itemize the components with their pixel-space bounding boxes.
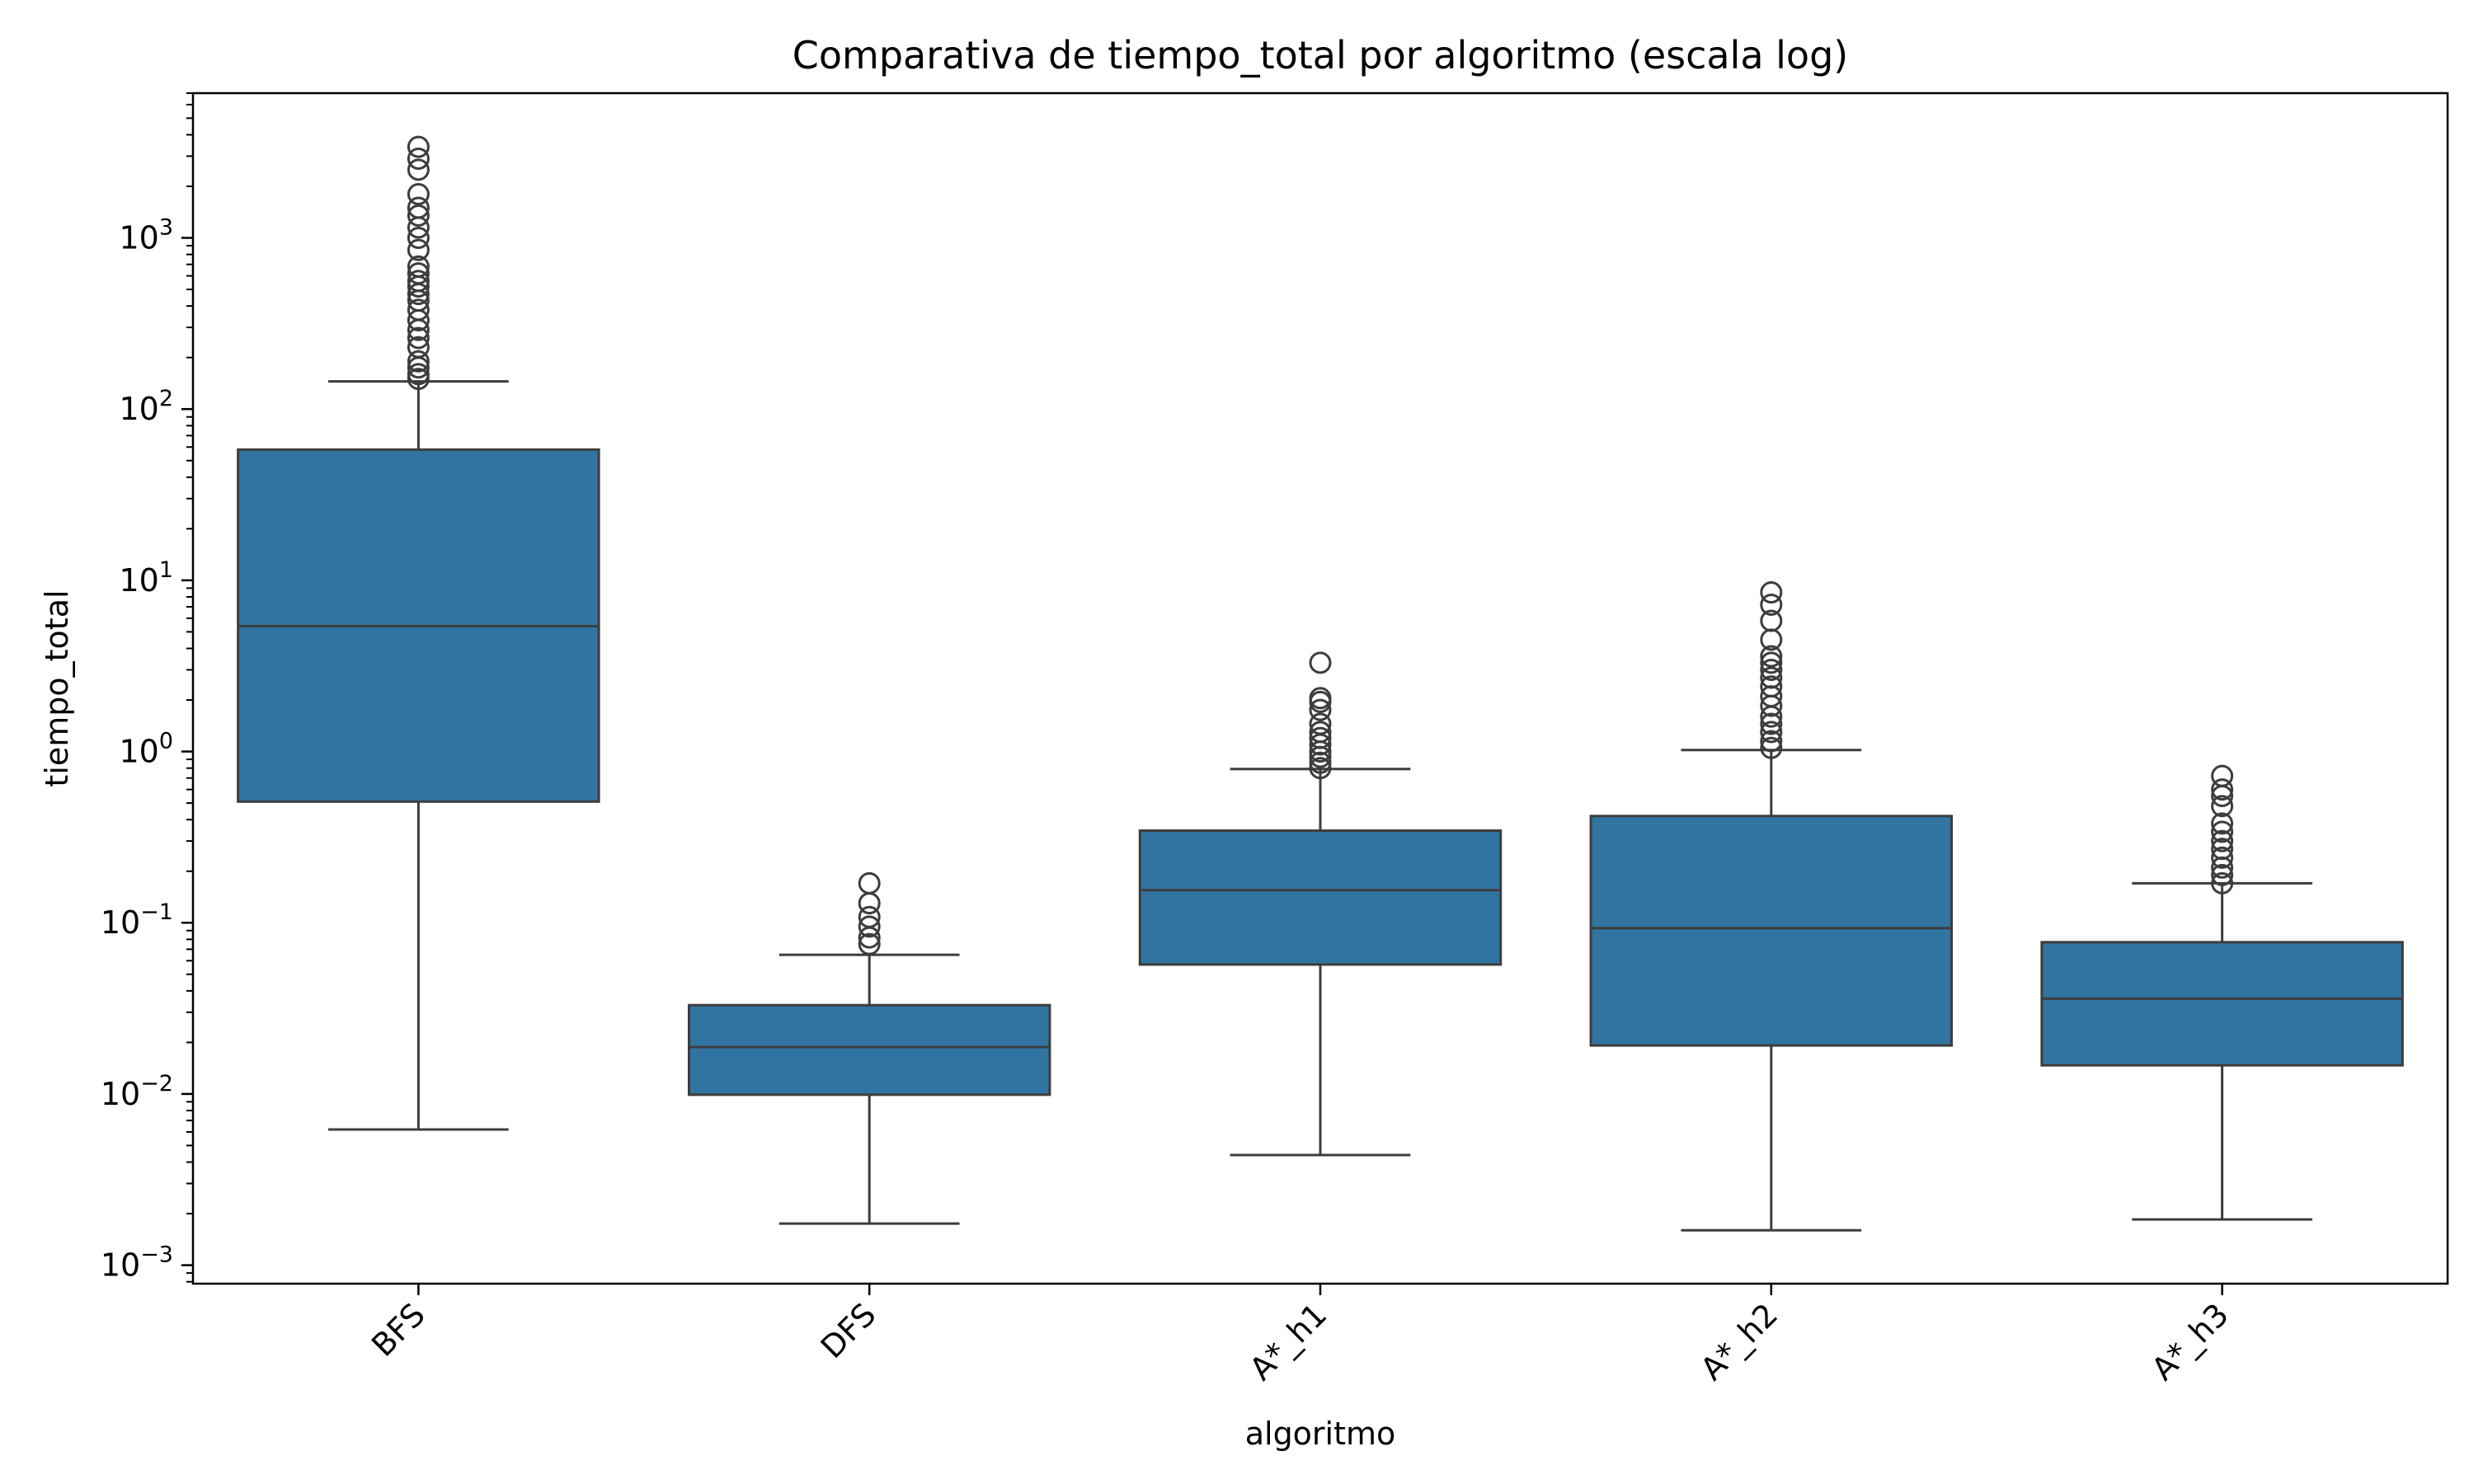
outlier-point — [1309, 687, 1332, 710]
outlier-point — [858, 915, 881, 938]
outlier-point — [1309, 751, 1332, 774]
outlier-point — [2211, 871, 2234, 895]
outlier-point — [407, 158, 430, 181]
y-tick-label: 102 — [119, 386, 173, 427]
outlier-point — [1760, 645, 1783, 668]
x-tick-label: A*_h2 — [1694, 1296, 1785, 1387]
box-group — [1589, 581, 1954, 1232]
chart-title: Comparativa de tiempo_total por algoritm… — [793, 33, 1848, 77]
outlier-point — [2211, 764, 2234, 787]
outlier-point — [407, 363, 430, 386]
outlier-point — [407, 204, 430, 227]
outlier-point — [407, 262, 430, 285]
outlier-point — [2211, 838, 2234, 861]
outlier-point — [1760, 712, 1783, 735]
outlier-point — [1760, 736, 1783, 759]
outlier-point — [1309, 651, 1332, 674]
outlier-point — [407, 255, 430, 278]
plot-marks — [237, 135, 2404, 1232]
x-tick-label: DFS — [814, 1296, 883, 1365]
outlier-point — [1760, 675, 1783, 698]
outlier-point — [407, 336, 430, 359]
x-tick-label: A*_h1 — [1243, 1296, 1333, 1387]
outlier-point — [407, 326, 430, 350]
outlier-point — [1760, 593, 1783, 616]
outlier-point — [407, 298, 430, 322]
box-group — [687, 871, 1051, 1225]
outlier-point — [1309, 712, 1332, 735]
outlier-point — [2211, 820, 2234, 843]
y-tick-label: 10−3 — [101, 1242, 173, 1284]
outlier-point — [858, 905, 881, 928]
outlier-point — [2211, 795, 2234, 818]
outlier-point — [858, 932, 881, 956]
outlier-point — [407, 270, 430, 293]
outlier-point — [407, 238, 430, 261]
y-tick-label: 100 — [119, 729, 173, 770]
box — [1138, 829, 1503, 966]
outlier-point — [2211, 846, 2234, 869]
outlier-point — [407, 135, 430, 158]
y-tick-label: 10−2 — [101, 1071, 173, 1112]
outlier-point — [407, 147, 430, 170]
outlier-point — [1760, 666, 1783, 689]
outlier-point — [1309, 721, 1332, 744]
outlier-point — [1760, 721, 1783, 744]
outlier-point — [1309, 726, 1332, 749]
y-axis-label: tiempo_total — [39, 589, 75, 787]
box — [1589, 815, 1954, 1047]
outlier-point — [2211, 863, 2234, 886]
outlier-point — [407, 350, 430, 373]
outlier-point — [2211, 812, 2234, 835]
y-tick-label: 10−1 — [101, 899, 173, 941]
outlier-point — [2211, 778, 2234, 801]
box-group — [237, 135, 600, 1131]
outlier-point — [407, 182, 430, 205]
box-group — [2040, 764, 2404, 1221]
x-tick-label: BFS — [365, 1296, 432, 1364]
x-tick-label: A*_h3 — [2144, 1296, 2235, 1387]
outlier-point — [858, 871, 881, 895]
outlier-point — [1760, 609, 1783, 632]
box — [2040, 941, 2404, 1067]
y-axis: 10−3 10−2 10−1 100 101 102 103 — [101, 92, 193, 1284]
outlier-point — [1760, 651, 1783, 674]
x-axis-label: algoritmo — [1245, 1416, 1396, 1452]
outlier-point — [407, 227, 430, 250]
y-tick-label: 103 — [119, 215, 173, 256]
outlier-point — [1760, 658, 1783, 681]
box — [687, 1003, 1051, 1097]
outlier-point — [1760, 581, 1783, 604]
box-group — [1138, 651, 1503, 1157]
outlier-point — [1309, 698, 1332, 721]
x-axis: BFS DFS A*_h1 A*_h2 A*_h3 — [365, 1284, 2236, 1388]
y-tick-label: 101 — [119, 557, 173, 599]
outlier-point — [2211, 829, 2234, 852]
outlier-point — [858, 892, 881, 915]
outlier-point — [1760, 730, 1783, 753]
outlier-point — [1309, 757, 1332, 780]
outlier-point — [407, 196, 430, 219]
